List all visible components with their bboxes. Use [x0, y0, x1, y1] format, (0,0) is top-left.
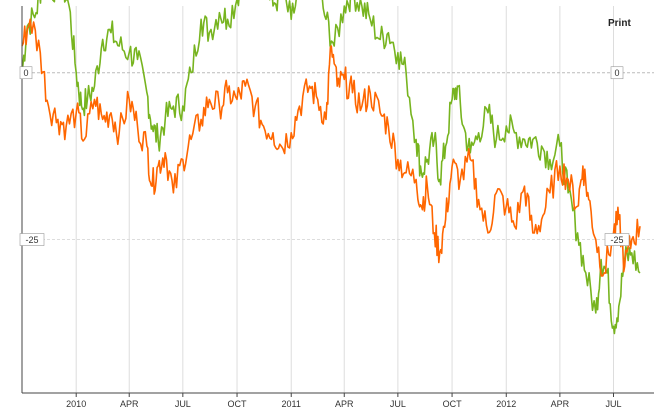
print-button[interactable]: Print	[608, 18, 631, 29]
y-tick-label-left: 0	[23, 68, 28, 78]
x-tick-label: JUL	[605, 399, 621, 409]
y-label-box-left	[19, 66, 33, 80]
x-tick-label: APR	[120, 399, 139, 409]
x-tick-label: JUL	[390, 399, 406, 409]
axes	[21, 6, 654, 394]
y-tick-label-right: -25	[610, 235, 623, 245]
x-tick-label: OCT	[443, 399, 463, 409]
x-tick-label: OCT	[228, 399, 248, 409]
y-label-box-right	[604, 233, 630, 246]
series-line-orange	[21, 18, 641, 277]
y-label-box-left	[19, 233, 45, 246]
x-tick-label: 2012	[496, 399, 516, 409]
series-line-green	[21, 0, 641, 335]
x-tick-label: JUL	[175, 399, 191, 409]
x-tick-label: APR	[335, 399, 354, 409]
y-tick-label-right: 0	[614, 68, 619, 78]
series-group	[21, 0, 641, 335]
grid	[22, 6, 654, 397]
y-tick-labels: 0 0 -25 -25	[19, 66, 630, 246]
x-tick-label: 2011	[282, 399, 301, 409]
x-tick-label: 2010	[66, 399, 86, 409]
y-label-box-right	[610, 66, 624, 80]
x-tick-labels: 2010 APR JUL OCT 2011 APR JUL OCT 2012 APR JUL	[66, 399, 621, 409]
y-tick-label-left: -25	[25, 235, 38, 245]
x-tick-label: APR	[551, 399, 570, 409]
